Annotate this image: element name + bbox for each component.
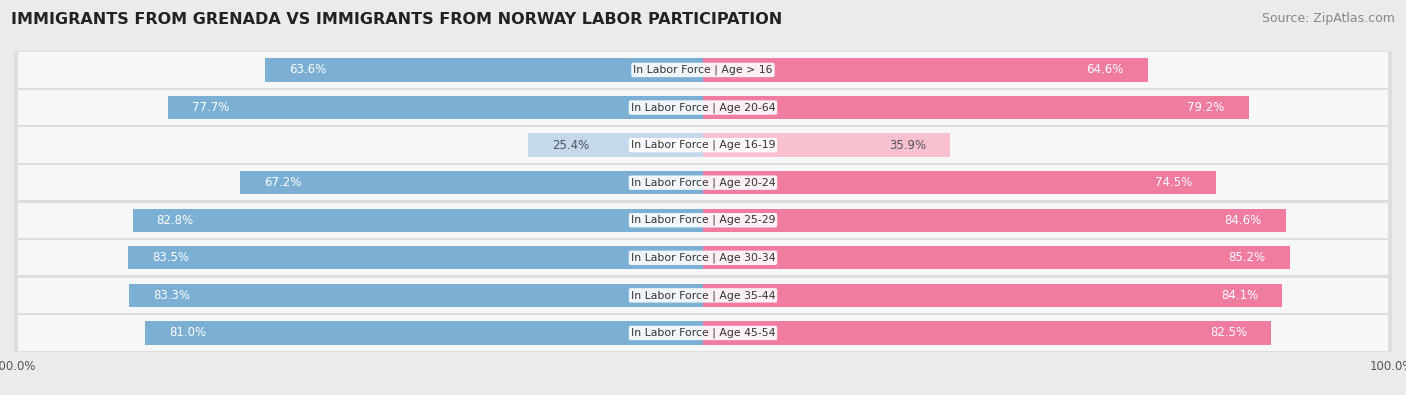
Text: 79.2%: 79.2% — [1187, 101, 1225, 114]
Bar — [17, 128, 1389, 163]
Bar — [129, 284, 703, 307]
Bar — [132, 209, 703, 232]
Text: 67.2%: 67.2% — [264, 176, 301, 189]
Text: 82.5%: 82.5% — [1211, 326, 1247, 339]
Text: 25.4%: 25.4% — [553, 139, 589, 152]
Bar — [703, 134, 950, 157]
Bar — [17, 165, 1389, 200]
Bar — [128, 246, 703, 269]
Text: 74.5%: 74.5% — [1154, 176, 1192, 189]
Text: In Labor Force | Age 25-29: In Labor Force | Age 25-29 — [631, 215, 775, 226]
Bar — [529, 134, 703, 157]
Text: In Labor Force | Age 20-64: In Labor Force | Age 20-64 — [631, 102, 775, 113]
Bar — [703, 246, 1289, 269]
Bar — [167, 96, 703, 119]
Text: 85.2%: 85.2% — [1229, 251, 1265, 264]
Text: In Labor Force | Age > 16: In Labor Force | Age > 16 — [633, 65, 773, 75]
Text: 63.6%: 63.6% — [290, 64, 326, 77]
Bar — [703, 96, 1249, 119]
Bar — [703, 209, 1286, 232]
Bar — [14, 89, 1392, 126]
Text: In Labor Force | Age 35-44: In Labor Force | Age 35-44 — [631, 290, 775, 301]
Bar — [14, 314, 1392, 352]
Text: 81.0%: 81.0% — [169, 326, 207, 339]
Text: 77.7%: 77.7% — [191, 101, 229, 114]
Text: Source: ZipAtlas.com: Source: ZipAtlas.com — [1261, 12, 1395, 25]
Bar — [703, 321, 1271, 344]
Text: In Labor Force | Age 45-54: In Labor Force | Age 45-54 — [631, 328, 775, 338]
Bar — [17, 240, 1389, 275]
Text: 84.1%: 84.1% — [1220, 289, 1258, 302]
Bar — [17, 90, 1389, 125]
Bar — [703, 58, 1149, 82]
Text: 35.9%: 35.9% — [889, 139, 927, 152]
Text: 83.5%: 83.5% — [152, 251, 188, 264]
Bar — [14, 239, 1392, 276]
Text: 84.6%: 84.6% — [1225, 214, 1261, 227]
Text: In Labor Force | Age 16-19: In Labor Force | Age 16-19 — [631, 140, 775, 150]
Bar — [703, 284, 1282, 307]
Bar — [17, 315, 1389, 351]
Text: IMMIGRANTS FROM GRENADA VS IMMIGRANTS FROM NORWAY LABOR PARTICIPATION: IMMIGRANTS FROM GRENADA VS IMMIGRANTS FR… — [11, 12, 783, 27]
Text: 64.6%: 64.6% — [1087, 64, 1123, 77]
Bar — [14, 51, 1392, 89]
Bar — [17, 278, 1389, 313]
Text: 83.3%: 83.3% — [153, 289, 190, 302]
Text: In Labor Force | Age 30-34: In Labor Force | Age 30-34 — [631, 252, 775, 263]
Bar — [264, 58, 703, 82]
Bar — [17, 52, 1389, 88]
Bar — [14, 164, 1392, 201]
Bar — [14, 201, 1392, 239]
Bar — [703, 171, 1216, 194]
Bar — [14, 126, 1392, 164]
Bar — [17, 203, 1389, 238]
Bar — [145, 321, 703, 344]
Legend: Immigrants from Grenada, Immigrants from Norway: Immigrants from Grenada, Immigrants from… — [508, 394, 898, 395]
Bar — [240, 171, 703, 194]
Text: In Labor Force | Age 20-24: In Labor Force | Age 20-24 — [631, 177, 775, 188]
Text: 82.8%: 82.8% — [156, 214, 194, 227]
Bar — [14, 276, 1392, 314]
